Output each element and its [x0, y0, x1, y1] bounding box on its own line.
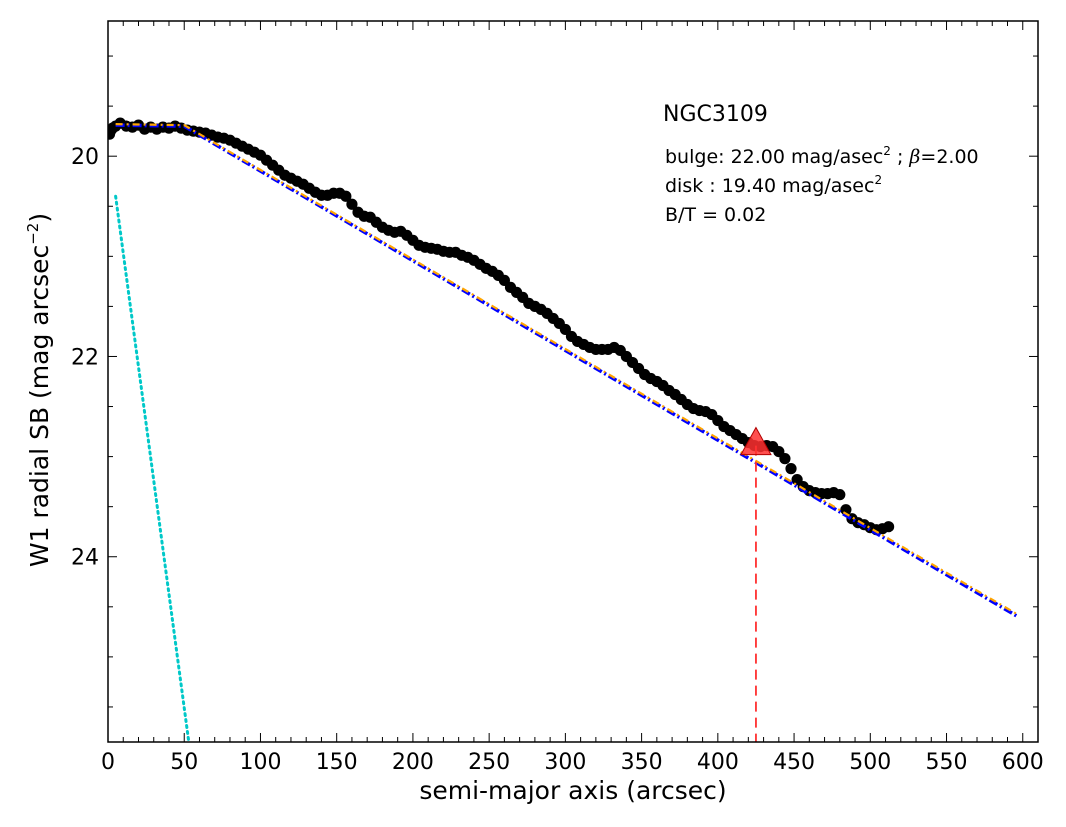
x-tick-label: 400 [697, 750, 739, 775]
x-tick-label: 200 [392, 750, 434, 775]
x-tick-label: 150 [316, 750, 358, 775]
bulge-annotation: bulge: 22.00 mag/asec2 ; β=2.00 [665, 144, 979, 168]
disk-model-line [115, 123, 1019, 616]
data-point [834, 489, 846, 501]
data-points [108, 117, 895, 536]
x-tick-label: 300 [544, 750, 586, 775]
x-tick-label: 600 [1002, 750, 1044, 775]
marker-triangle [740, 426, 772, 456]
x-tick-label: 450 [773, 750, 815, 775]
x-tick-label: 0 [101, 750, 115, 775]
x-tick-label: 500 [849, 750, 891, 775]
galaxy-name: NGC3109 [663, 102, 768, 127]
x-tick-label: 350 [621, 750, 663, 775]
x-tick-label: 250 [468, 750, 510, 775]
y-tick-label: 22 [71, 345, 99, 370]
data-point [779, 453, 791, 465]
bt-annotation: B/T = 0.02 [665, 204, 766, 226]
x-tick-label: 550 [926, 750, 968, 775]
x-tick-label: 100 [239, 750, 281, 775]
plot-frame [107, 20, 1039, 743]
total-model-line [115, 123, 1020, 619]
data-point [840, 504, 852, 516]
data-point [785, 463, 797, 475]
x-tick-label: 50 [170, 750, 198, 775]
disk-annotation: disk : 19.40 mag/asec2 [665, 173, 882, 197]
bulge-model-line [114, 194, 191, 742]
data-point [340, 190, 352, 202]
x-axis-label: semi-major axis (arcsec) [419, 776, 726, 805]
y-axis-label: W1 radial SB (mag arcsec−2) [24, 213, 54, 567]
plot-area [108, 117, 1020, 742]
data-point [882, 521, 895, 533]
y-tick-label: 20 [71, 145, 99, 170]
data-point [346, 198, 358, 210]
y-tick-label: 24 [71, 546, 99, 571]
